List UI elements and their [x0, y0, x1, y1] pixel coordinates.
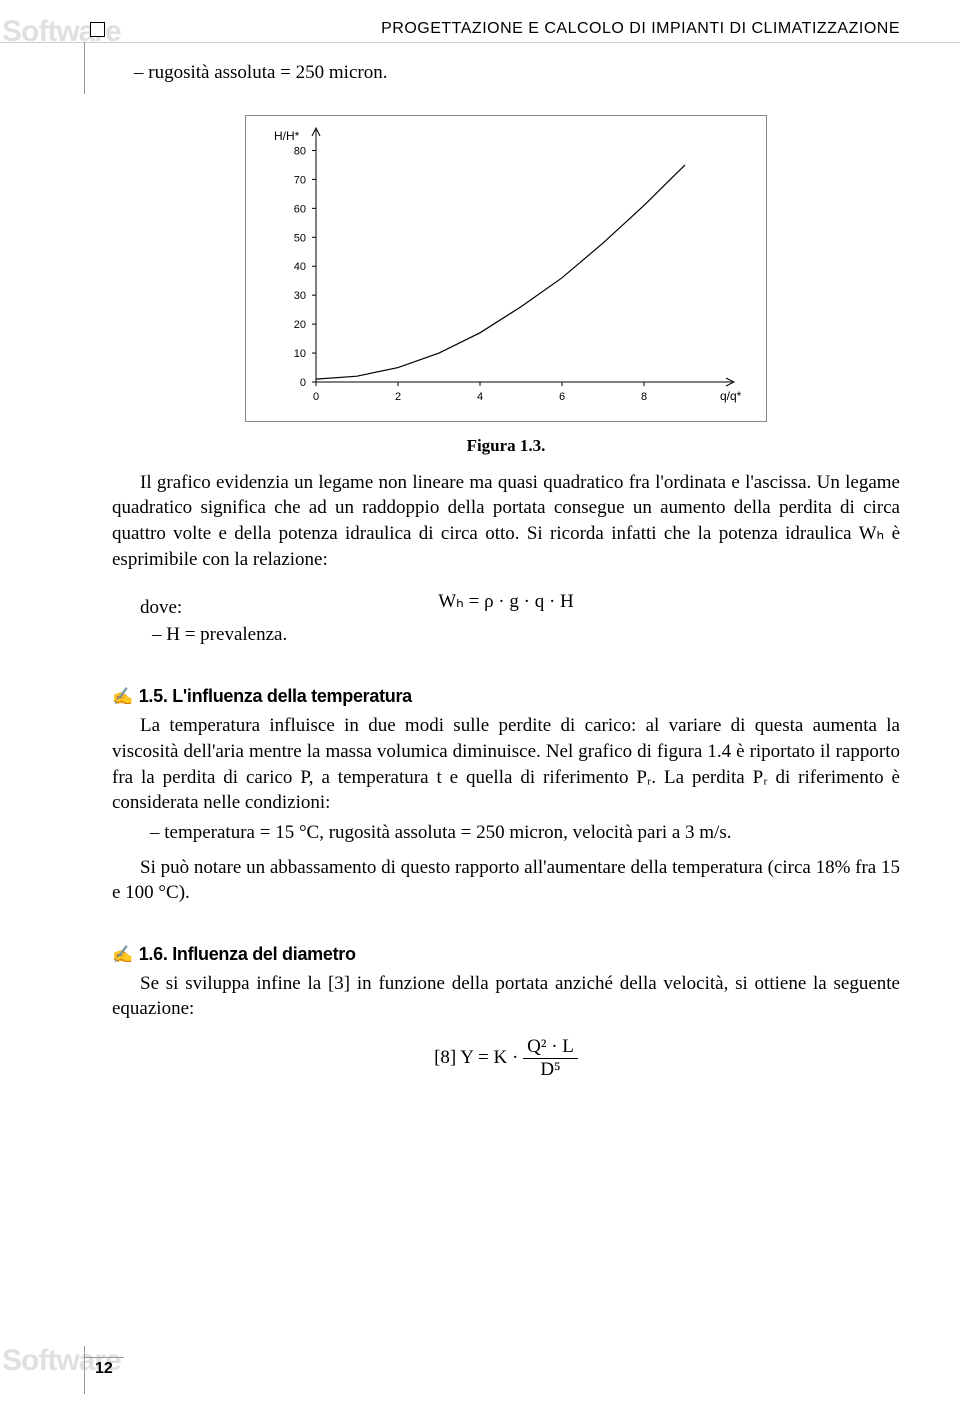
rule-top [0, 42, 960, 43]
svg-text:70: 70 [294, 174, 306, 186]
section-1-5-para: La temperatura influisce in due modi sul… [112, 713, 900, 816]
svg-text:2: 2 [395, 391, 401, 403]
section-1-5-bullet: – temperatura = 15 °C, rugosità assoluta… [112, 820, 900, 847]
para-1: Il grafico evidenzia un legame non linea… [112, 470, 900, 573]
dove-item: – H = prevalenza. [140, 622, 900, 649]
hand-icon: ✍ [112, 687, 134, 707]
svg-text:30: 30 [294, 290, 306, 302]
svg-text:10: 10 [294, 348, 306, 360]
eq8-denominator: D⁵ [523, 1059, 578, 1081]
section-1-5-para2: Si può notare un abbassamento di questo … [112, 855, 900, 906]
svg-text:40: 40 [294, 261, 306, 273]
svg-text:q/q*: q/q* [720, 389, 742, 403]
hand-icon: ✍ [112, 945, 134, 965]
page-number: 12 [95, 1360, 113, 1378]
svg-text:50: 50 [294, 232, 306, 244]
header-title: PROGETTAZIONE E CALCOLO DI IMPIANTI DI C… [381, 20, 900, 38]
svg-text:8: 8 [641, 391, 647, 403]
svg-text:6: 6 [559, 391, 565, 403]
section-1-6-para: Se si sviluppa infine la [3] in funzione… [112, 971, 900, 1022]
chart-svg: 0 10 20 30 40 50 60 70 80 0 2 4 6 8 H/H* q/q* [246, 116, 766, 416]
header-box-icon [90, 22, 105, 37]
section-1-5-number: 1.5. [139, 686, 168, 706]
section-1-6-head: ✍ 1.6. Influenza del diametro [112, 944, 900, 965]
intro-bullet: – rugosità assoluta = 250 micron. [112, 60, 900, 87]
page-content: – rugosità assoluta = 250 micron. 010203… [112, 60, 900, 1081]
eq8-numerator: Q² · L [523, 1036, 578, 1059]
eq8-label: [8] Y = K · [434, 1047, 518, 1068]
section-1-5-title: L'influenza della temperatura [172, 686, 412, 706]
svg-text:20: 20 [294, 319, 306, 331]
rule-vertical-bottom [84, 1346, 85, 1394]
section-1-6-number: 1.6. [139, 944, 168, 964]
section-1-6-title: Influenza del diametro [172, 944, 355, 964]
figure-caption: Figura 1.3. [112, 436, 900, 456]
svg-text:0: 0 [300, 377, 306, 389]
svg-text:0: 0 [313, 391, 319, 403]
svg-text:80: 80 [294, 145, 306, 157]
chart-container: 0 10 20 30 40 50 60 70 80 0 2 4 6 8 H/H* q/q* [112, 115, 900, 422]
chart-box: 0 10 20 30 40 50 60 70 80 0 2 4 6 8 H/H* q/q* [245, 115, 767, 422]
equation-8: [8] Y = K · Q² · L D⁵ [112, 1036, 900, 1081]
eq8-fraction: Q² · L D⁵ [523, 1036, 578, 1081]
rule-horizontal-bottom [84, 1357, 124, 1358]
svg-text:60: 60 [294, 203, 306, 215]
svg-text:H/H*: H/H* [274, 129, 300, 143]
svg-text:4: 4 [477, 391, 483, 403]
section-1-5-head: ✍ 1.5. L'influenza della temperatura [112, 686, 900, 707]
rule-vertical-top [84, 42, 85, 94]
